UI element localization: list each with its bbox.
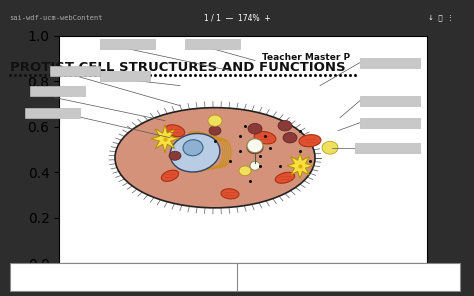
Ellipse shape — [115, 108, 315, 208]
Ellipse shape — [169, 151, 181, 160]
Ellipse shape — [161, 170, 179, 181]
Ellipse shape — [247, 142, 263, 154]
FancyBboxPatch shape — [360, 57, 420, 67]
FancyBboxPatch shape — [10, 263, 460, 291]
Ellipse shape — [208, 115, 222, 126]
Ellipse shape — [299, 135, 321, 147]
Ellipse shape — [165, 125, 185, 137]
Ellipse shape — [170, 133, 220, 172]
Ellipse shape — [183, 140, 203, 156]
Ellipse shape — [322, 141, 338, 154]
FancyBboxPatch shape — [25, 108, 80, 118]
Text: Teacher Master P: Teacher Master P — [262, 53, 350, 62]
Ellipse shape — [278, 120, 292, 131]
Ellipse shape — [248, 123, 262, 134]
FancyBboxPatch shape — [30, 86, 85, 96]
FancyBboxPatch shape — [360, 96, 420, 106]
Ellipse shape — [239, 166, 251, 176]
Ellipse shape — [221, 189, 239, 199]
Text: ↓  🖨  ⋮: ↓ 🖨 ⋮ — [428, 15, 454, 21]
Ellipse shape — [283, 132, 297, 143]
Polygon shape — [151, 125, 179, 153]
Text: sai-wdf-ucm-webContent: sai-wdf-ucm-webContent — [9, 15, 103, 21]
Ellipse shape — [247, 139, 263, 153]
FancyBboxPatch shape — [185, 38, 240, 49]
Ellipse shape — [209, 126, 221, 135]
Ellipse shape — [250, 161, 260, 170]
FancyBboxPatch shape — [100, 70, 150, 81]
FancyBboxPatch shape — [355, 143, 420, 153]
Text: PROTIST CELL STRUCTURES AND FUNCTIONS: PROTIST CELL STRUCTURES AND FUNCTIONS — [10, 61, 346, 74]
FancyBboxPatch shape — [100, 38, 155, 49]
Ellipse shape — [275, 172, 295, 183]
Text: 1 / 1  —  174%  +: 1 / 1 — 174% + — [204, 13, 270, 22]
Ellipse shape — [254, 131, 276, 144]
FancyBboxPatch shape — [50, 66, 100, 75]
Polygon shape — [287, 153, 313, 179]
FancyBboxPatch shape — [360, 118, 420, 128]
